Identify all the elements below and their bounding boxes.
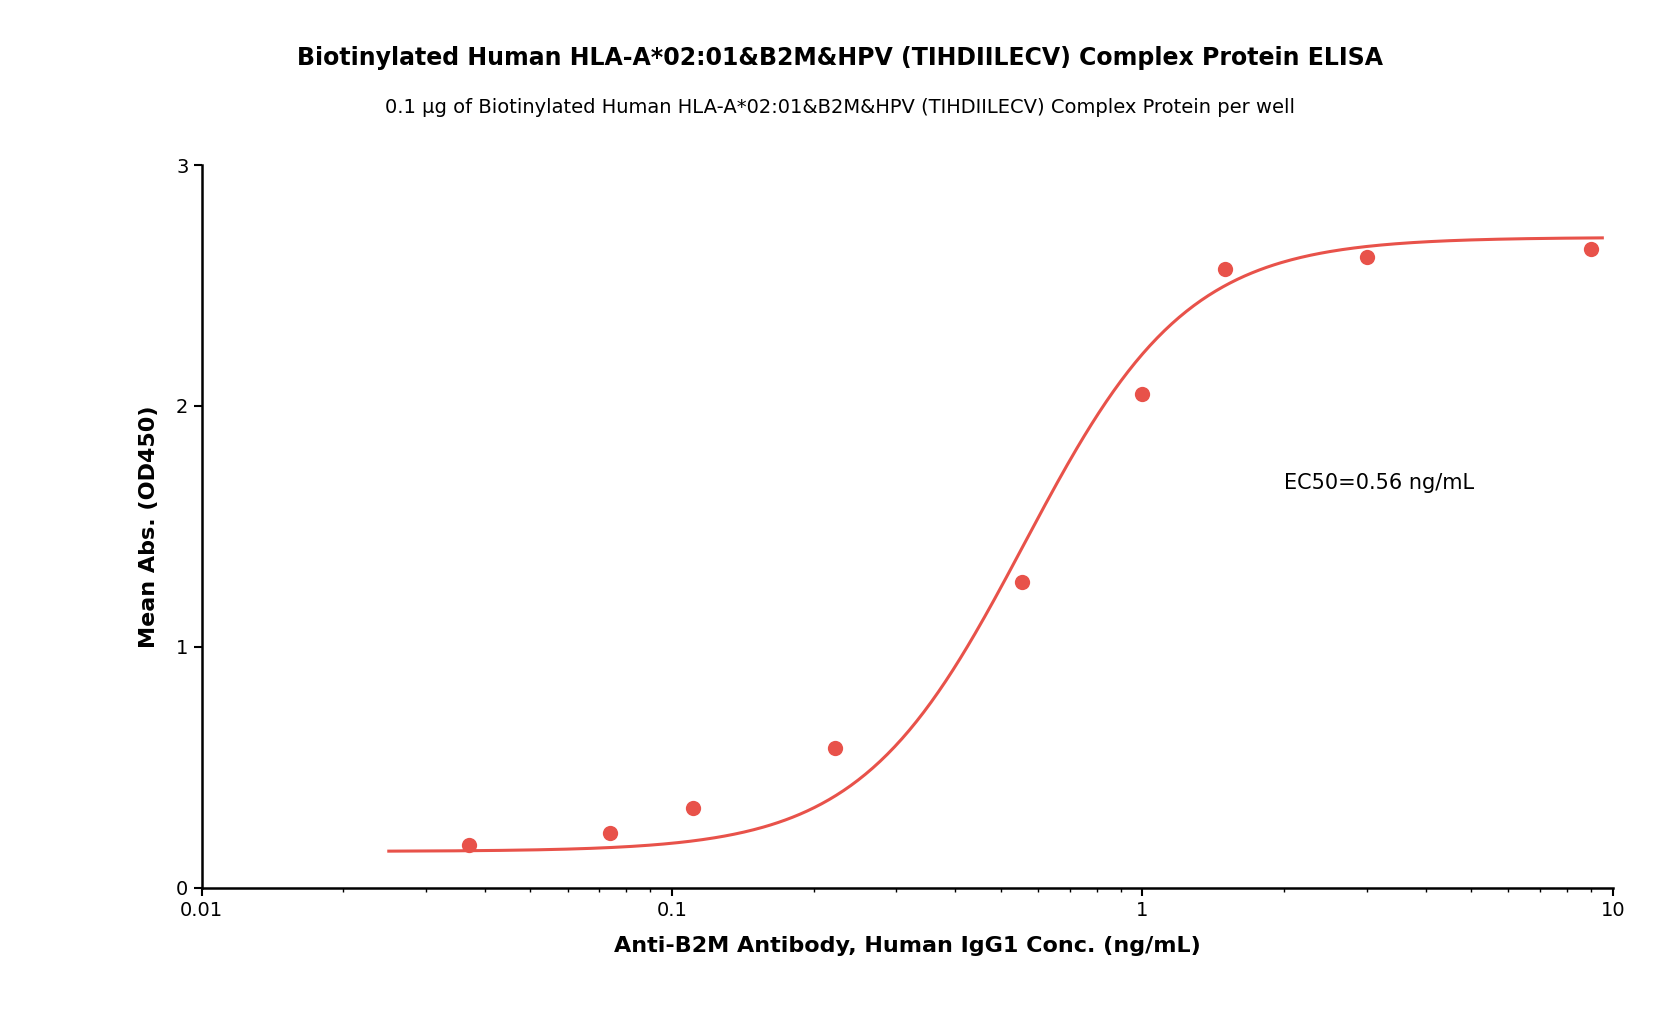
Text: 0.1 μg of Biotinylated Human HLA-A*02:01&B2M&HPV (TIHDIILECV) Complex Protein pe: 0.1 μg of Biotinylated Human HLA-A*02:01… — [385, 98, 1295, 117]
Point — [1578, 241, 1604, 258]
Text: EC50=0.56 ng/mL: EC50=0.56 ng/mL — [1284, 473, 1473, 493]
Text: Biotinylated Human HLA-A*02:01&B2M&HPV (TIHDIILECV) Complex Protein ELISA: Biotinylated Human HLA-A*02:01&B2M&HPV (… — [297, 46, 1383, 70]
Point — [1354, 249, 1381, 265]
Point — [680, 800, 707, 816]
Point — [1010, 574, 1037, 590]
Point — [822, 740, 848, 756]
X-axis label: Anti-B2M Antibody, Human IgG1 Conc. (ng/mL): Anti-B2M Antibody, Human IgG1 Conc. (ng/… — [613, 936, 1201, 957]
Point — [455, 837, 482, 853]
Point — [596, 826, 623, 842]
Point — [1211, 260, 1238, 277]
Point — [1129, 386, 1156, 402]
Y-axis label: Mean Abs. (OD450): Mean Abs. (OD450) — [139, 406, 160, 647]
